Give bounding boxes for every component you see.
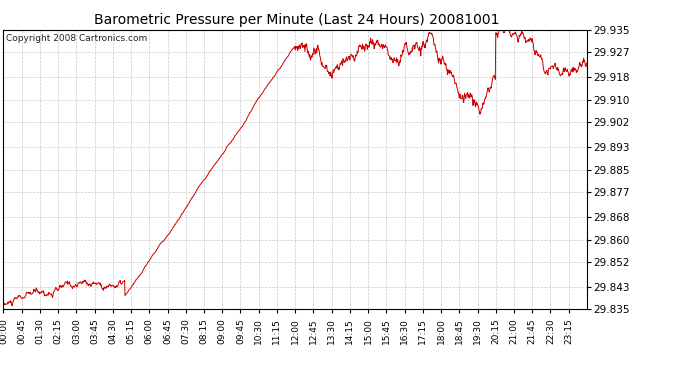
Text: Barometric Pressure per Minute (Last 24 Hours) 20081001: Barometric Pressure per Minute (Last 24 …	[94, 13, 500, 27]
Text: Copyright 2008 Cartronics.com: Copyright 2008 Cartronics.com	[6, 34, 148, 43]
